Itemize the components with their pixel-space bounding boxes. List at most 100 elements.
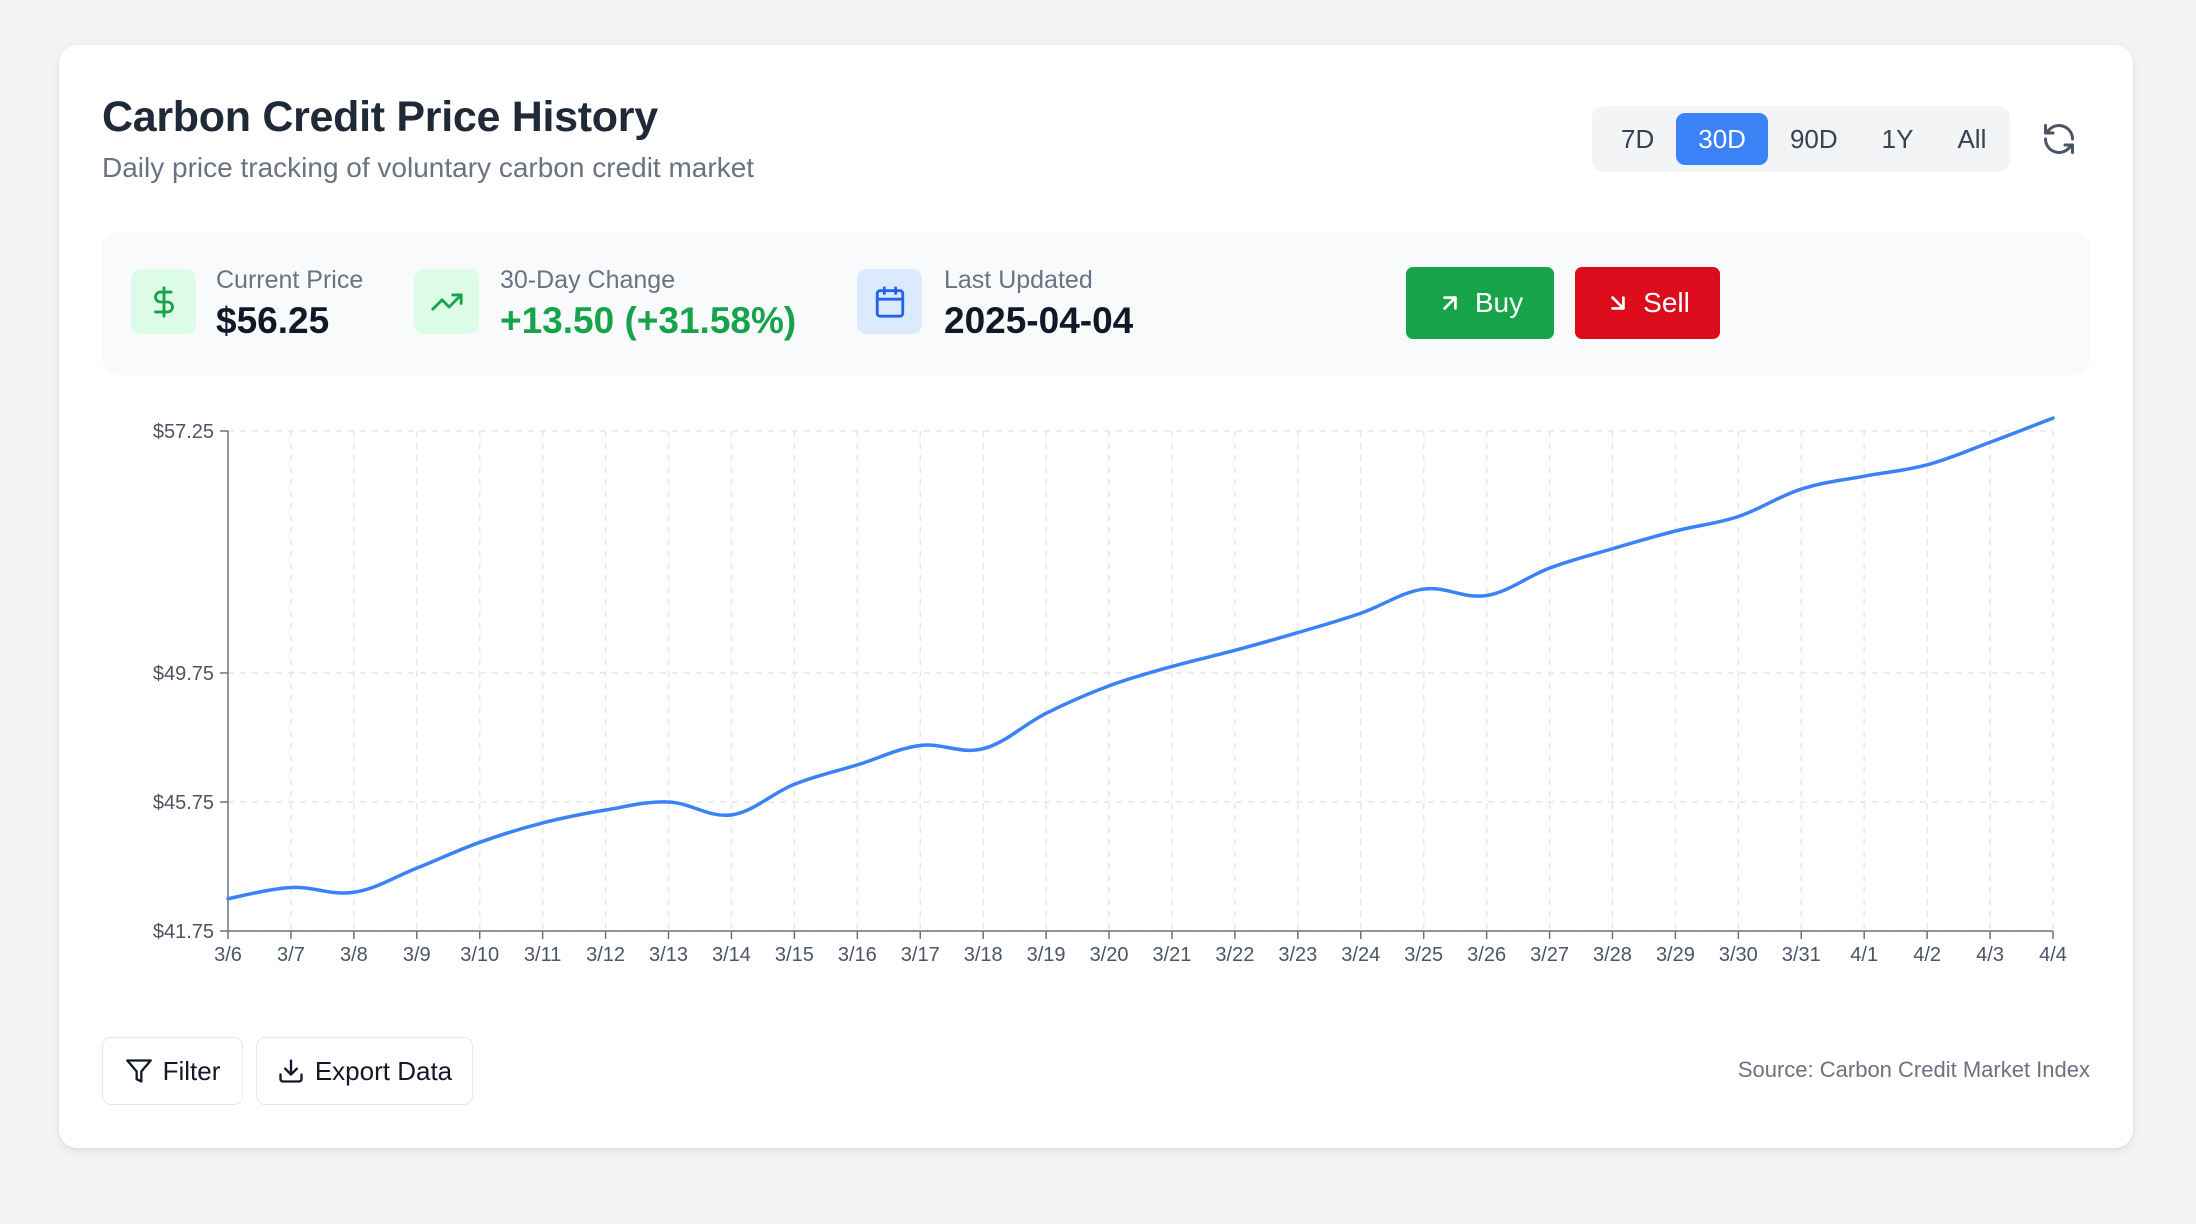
range-90d-button[interactable]: 90D	[1789, 123, 1838, 154]
y-tick-label: $49.75	[153, 663, 214, 685]
x-tick-label: 4/4	[2039, 944, 2067, 966]
x-tick-label: 4/2	[1913, 944, 1941, 966]
source-note: Source: Carbon Credit Market Index	[1737, 1057, 2090, 1082]
x-tick-label: 3/29	[1656, 944, 1695, 966]
calendar-icon	[857, 269, 922, 334]
x-tick-label: 3/16	[838, 944, 877, 966]
current-price-label: Current Price	[216, 266, 364, 294]
stats-bar: Current Price $56.25 30-Day Change +13.5…	[102, 232, 2090, 375]
data-point[interactable]	[1795, 483, 1807, 495]
chart-grid	[228, 430, 2054, 932]
chart-series	[222, 412, 2059, 905]
x-tick-label: 3/28	[1593, 944, 1632, 966]
data-point[interactable]	[1858, 470, 1870, 482]
refresh-button[interactable]	[2033, 113, 2085, 165]
x-tick-label: 3/30	[1719, 944, 1758, 966]
data-point[interactable]	[222, 893, 234, 905]
x-tick-label: 3/22	[1215, 944, 1254, 966]
x-tick-label: 3/21	[1152, 944, 1191, 966]
data-point[interactable]	[914, 740, 926, 752]
data-point[interactable]	[1166, 660, 1178, 672]
data-point[interactable]	[474, 836, 486, 848]
x-tick-label: 3/23	[1278, 944, 1317, 966]
data-point[interactable]	[788, 778, 800, 790]
sell-label: Sell	[1643, 287, 1690, 318]
sell-button[interactable]: Sell	[1575, 267, 1720, 339]
data-point[interactable]	[600, 804, 612, 816]
data-point[interactable]	[1481, 590, 1493, 602]
data-point[interactable]	[1040, 707, 1052, 719]
data-point[interactable]	[1921, 459, 1933, 471]
dollar-icon	[131, 269, 196, 334]
refresh-icon	[2044, 124, 2074, 154]
y-tick-label: $45.75	[153, 792, 214, 814]
x-tick-label: 3/7	[277, 944, 305, 966]
price-series-line	[226, 416, 2055, 901]
change-value: +13.50 (+31.58%)	[500, 300, 797, 341]
x-tick-label: 3/13	[649, 944, 688, 966]
data-point[interactable]	[1669, 525, 1681, 537]
price-line-chart: $41.75 $45.75 $49.75 $57.25 3/6 3/7 3/8 3/9 3/10…	[153, 412, 2067, 966]
arrow-down-right-icon	[1611, 296, 1625, 310]
data-point[interactable]	[1418, 583, 1430, 595]
x-tick-label: 3/6	[214, 944, 242, 966]
x-tick-label: 4/1	[1850, 944, 1878, 966]
arrow-up-right-icon	[1443, 296, 1457, 310]
x-tick-label: 3/14	[712, 944, 751, 966]
data-point[interactable]	[348, 886, 360, 898]
y-tick-label: $57.25	[153, 421, 214, 443]
x-tick-label: 3/11	[524, 944, 561, 966]
x-tick-label: 3/27	[1530, 944, 1569, 966]
data-point[interactable]	[2047, 412, 2059, 424]
filter-label: Filter	[162, 1055, 221, 1086]
x-tick-label: 3/26	[1467, 944, 1506, 966]
x-tick-label: 3/24	[1341, 944, 1380, 966]
data-point[interactable]	[1606, 543, 1618, 555]
x-tick-label: 3/31	[1782, 944, 1821, 966]
export-label: Export Data	[314, 1055, 453, 1086]
filter-icon	[125, 1059, 152, 1083]
x-tick-label: 3/20	[1090, 944, 1129, 966]
range-all-button[interactable]: All	[1957, 123, 1987, 154]
time-range-selector: 7D 30D 90D 1Y All	[1592, 106, 2010, 172]
x-tick-label: 3/15	[775, 944, 814, 966]
data-point[interactable]	[1984, 436, 1996, 448]
range-7d-button[interactable]: 7D	[1621, 123, 1655, 154]
range-1y-button[interactable]: 1Y	[1881, 123, 1914, 154]
x-tick-label: 3/25	[1404, 944, 1443, 966]
x-tick-label: 3/10	[460, 944, 499, 966]
x-tick-label: 3/18	[964, 944, 1003, 966]
x-tick-label: 3/8	[340, 944, 368, 966]
chart-axes: $41.75 $45.75 $49.75 $57.25 3/6 3/7 3/8 3/9 3/10…	[153, 421, 2067, 966]
x-tick-label: 3/9	[403, 944, 431, 966]
data-point[interactable]	[1355, 607, 1367, 619]
y-tick-label: $41.75	[153, 921, 214, 943]
data-point[interactable]	[411, 862, 423, 874]
download-icon	[279, 1059, 303, 1083]
updated-value: 2025-04-04	[944, 300, 1134, 341]
export-data-button[interactable]: Export Data	[256, 1037, 473, 1105]
buy-button[interactable]: Buy	[1406, 267, 1554, 339]
updated-label: Last Updated	[944, 266, 1093, 294]
current-price-value: $56.25	[216, 300, 330, 341]
range-30d-button[interactable]: 30D	[1676, 113, 1768, 165]
data-point[interactable]	[537, 817, 549, 829]
x-tick-label: 4/3	[1976, 944, 2004, 966]
data-point[interactable]	[1103, 680, 1115, 692]
data-point[interactable]	[1229, 644, 1241, 656]
x-tick-label: 3/19	[1027, 944, 1066, 966]
data-point[interactable]	[1544, 562, 1556, 574]
price-history-card: Carbon Credit Price History Daily price …	[59, 45, 2133, 1148]
x-tick-label: 3/12	[586, 944, 625, 966]
data-point[interactable]	[663, 796, 675, 808]
data-point[interactable]	[977, 743, 989, 755]
data-point[interactable]	[1732, 510, 1744, 522]
filter-button[interactable]: Filter	[102, 1037, 243, 1105]
data-point[interactable]	[1292, 627, 1304, 639]
data-point[interactable]	[851, 759, 863, 771]
change-label: 30-Day Change	[500, 266, 676, 294]
data-point[interactable]	[725, 809, 737, 821]
data-point[interactable]	[285, 881, 297, 893]
page-title: Carbon Credit Price History	[102, 93, 658, 141]
x-tick-label: 3/17	[901, 944, 940, 966]
